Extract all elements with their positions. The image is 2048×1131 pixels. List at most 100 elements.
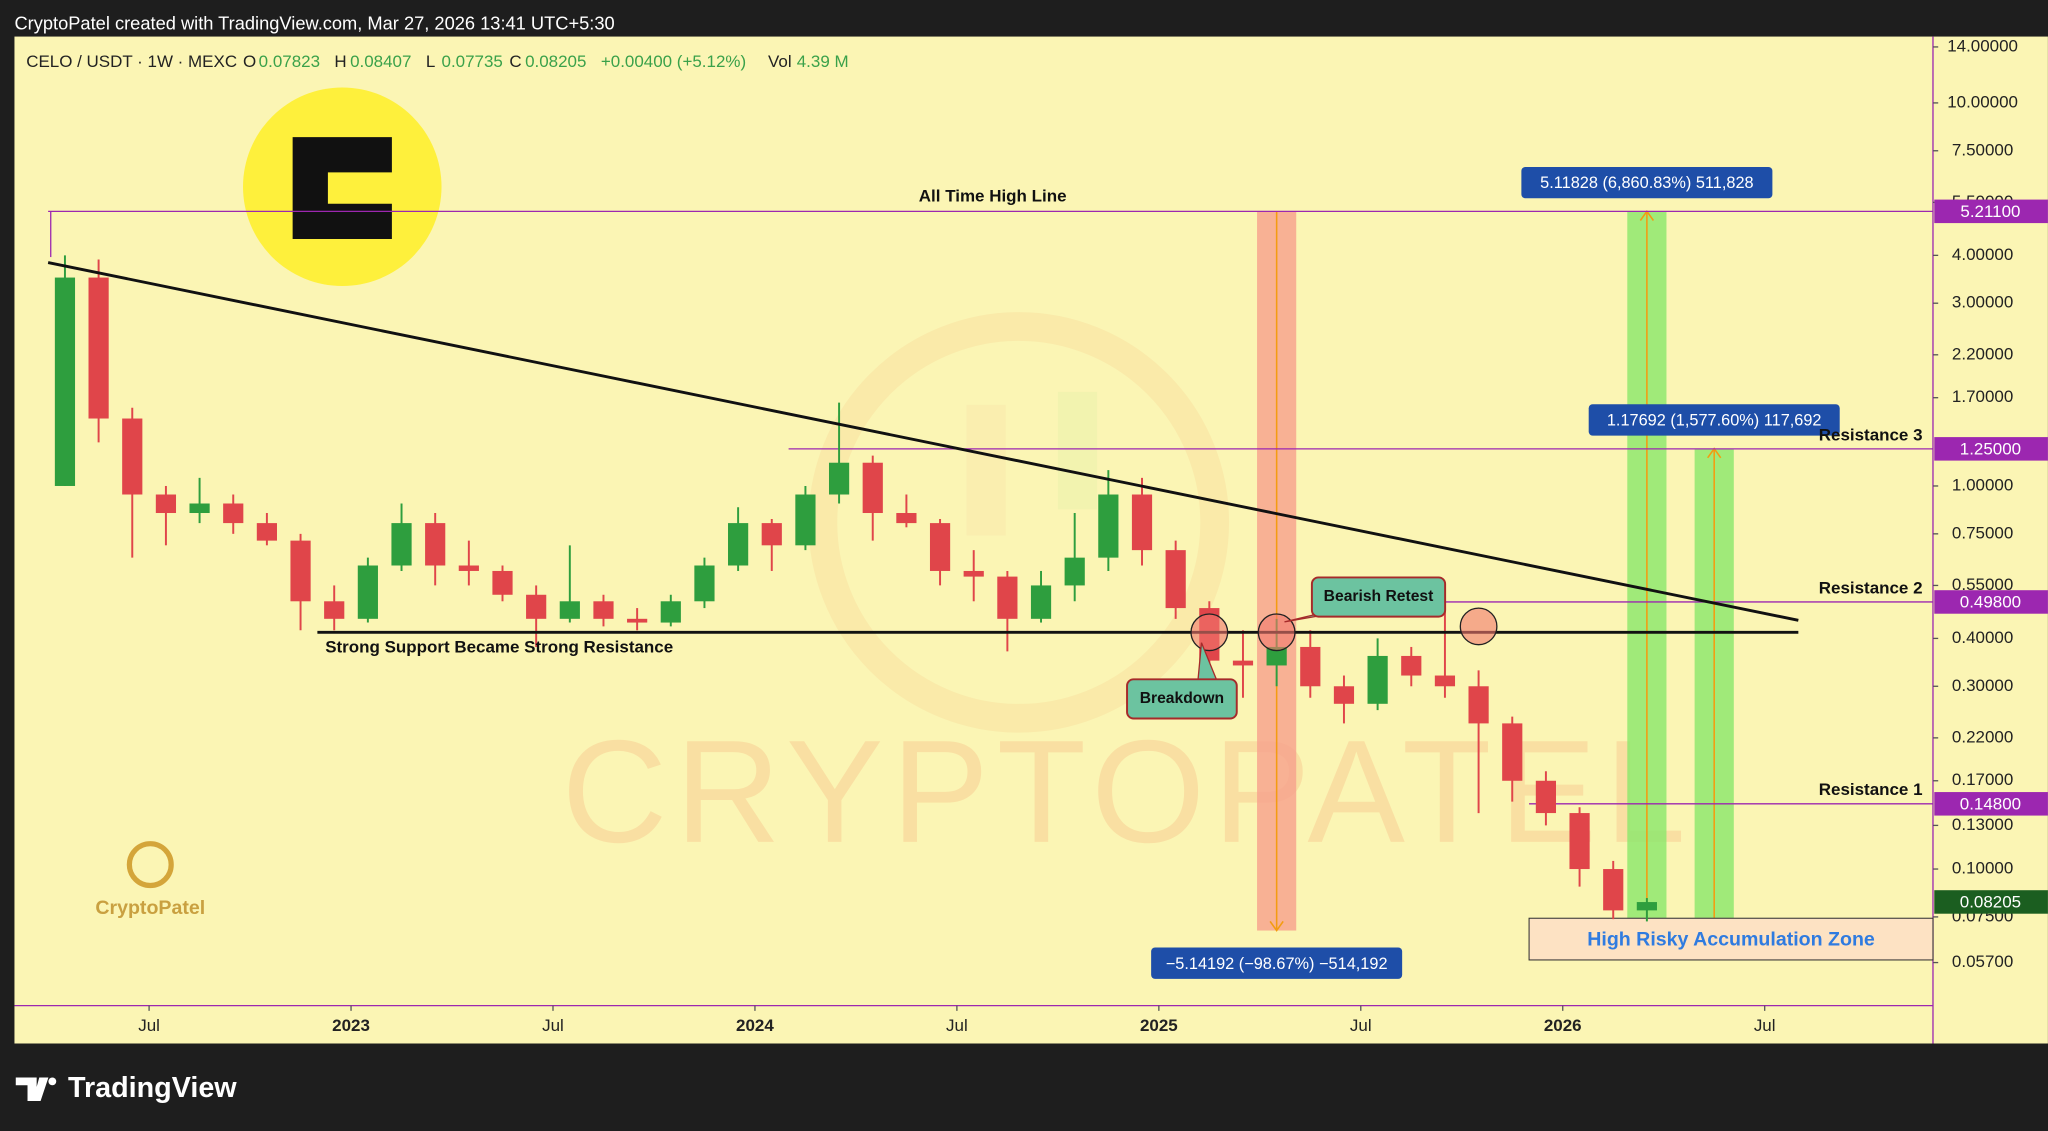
level-price: 5.21100 <box>1960 202 2020 221</box>
level-price-box <box>1934 590 2048 614</box>
candle-body <box>1569 813 1590 870</box>
cryptopatel-logo: CryptoPatel <box>95 841 205 919</box>
last-price: 0.08205 <box>1960 893 2021 912</box>
candle-body <box>761 523 782 546</box>
y-tick-label: 0.05700 <box>1952 952 2013 971</box>
level-price-box <box>1934 792 2048 816</box>
tradingview-logo: TradingView <box>15 1072 237 1104</box>
y-tick-label: 0.30000 <box>1952 676 2013 695</box>
candle-body <box>1098 494 1119 558</box>
candle-body <box>155 494 177 514</box>
y-tick-label: 7.50000 <box>1952 140 2013 159</box>
callout-text: Bearish Retest <box>1324 588 1434 605</box>
candle-body <box>526 594 547 619</box>
symbol: CELO / USDT · 1W · MEXC <box>26 52 237 71</box>
candle-body <box>862 462 883 514</box>
candle-body <box>1333 686 1355 704</box>
change: +0.00400 (+5.12%) <box>601 52 746 71</box>
logo-ring <box>126 841 174 889</box>
brand-icon-dot <box>48 1077 57 1086</box>
candle-body <box>828 462 850 495</box>
y-tick-label: 10.00000 <box>1947 92 2018 111</box>
ohlc-value: 0.08407 <box>350 52 411 71</box>
x-tick-label: 2026 <box>1544 1016 1582 1035</box>
credit: CryptoPatel created with TradingView.com… <box>14 13 614 34</box>
ohlc-value: 0.07823 <box>259 52 320 71</box>
marker <box>1459 607 1498 646</box>
measure-label-box <box>1588 404 1840 436</box>
level-name: All Time High Line <box>919 186 1067 205</box>
ohlc-value: 0.08205 <box>525 52 586 71</box>
candle-body <box>357 565 378 619</box>
measure-label: −5.14192 (−98.67%) −514,192 <box>1166 955 1388 973</box>
marker <box>1190 613 1229 652</box>
callout-text: Breakdown <box>1140 690 1224 707</box>
measure-label-box <box>1151 947 1403 979</box>
watermark-text: CRYPTOPATEL <box>562 710 1694 873</box>
candle-body <box>122 418 143 495</box>
y-tick-label: 0.13000 <box>1952 815 2013 834</box>
candle-body <box>1165 550 1186 609</box>
candle-body <box>458 565 479 571</box>
ohlc-key: L <box>426 52 435 71</box>
brand: TradingView <box>68 1072 237 1104</box>
volume: 4.39 M <box>797 52 849 71</box>
level-price: 0.49800 <box>1960 593 2021 612</box>
candle-body <box>896 513 917 524</box>
y-tick-label: 0.17000 <box>1952 770 2013 789</box>
watermark <box>808 312 1230 733</box>
trendline-text: Strong Support Became Strong Resistance <box>325 637 673 656</box>
y-tick-label: 0.10000 <box>1952 859 2013 878</box>
candle-body <box>929 523 951 571</box>
y-tick-label: 1.70000 <box>1952 387 2013 406</box>
candle-body <box>795 494 816 546</box>
y-tick-label: 3.00000 <box>1952 293 2013 312</box>
measure-label: 1.17692 (1,577.60%) 117,692 <box>1607 412 1822 430</box>
logo-text: CryptoPatel <box>95 897 205 919</box>
x-tick-label: Jul <box>1350 1016 1372 1035</box>
ohlc-key: H <box>334 52 346 71</box>
ohlc-key: C <box>509 52 521 71</box>
measure-label-box <box>1521 166 1773 199</box>
volume-key: Vol <box>768 52 792 71</box>
level-price-box <box>1934 437 2048 461</box>
y-tick-label: 0.75000 <box>1952 523 2013 542</box>
x-tick-label: Jul <box>1754 1016 1776 1035</box>
marker <box>1257 613 1296 652</box>
candle-body <box>88 277 109 419</box>
level-name: Resistance 1 <box>1819 780 1923 799</box>
y-tick-label: 0.40000 <box>1952 628 2013 647</box>
candle-body <box>391 523 412 566</box>
measure-label: 5.11828 (6,860.83%) 511,828 <box>1540 174 1753 192</box>
x-tick-label: Jul <box>946 1016 968 1035</box>
c-logo-mark <box>292 137 392 239</box>
c-logo <box>243 87 442 287</box>
level-name: Resistance 3 <box>1819 425 1923 444</box>
level-name: Resistance 2 <box>1819 578 1923 597</box>
candle-body <box>189 503 210 514</box>
candle-body <box>1367 655 1388 704</box>
watermark-bar <box>1057 391 1098 510</box>
level-price: 0.14800 <box>1960 795 2021 814</box>
candle-body <box>1502 723 1523 781</box>
candle-body <box>997 576 1018 619</box>
y-tick-label: 4.00000 <box>1952 245 2013 264</box>
x-tick-label: 2023 <box>332 1016 370 1035</box>
level-price: 1.25000 <box>1960 440 2021 459</box>
candle-body <box>728 523 749 566</box>
candle-body <box>1300 646 1321 687</box>
callout-box <box>1310 576 1447 618</box>
y-tick-label: 0.22000 <box>1952 727 2013 746</box>
watermark-ring <box>808 312 1230 733</box>
level-price-box <box>1934 199 2048 224</box>
ohlc-key: O <box>243 52 256 71</box>
candle-body <box>1401 655 1422 676</box>
callout-box <box>1126 678 1238 720</box>
last-price-box <box>1934 890 2048 914</box>
candle-body <box>1535 780 1557 814</box>
candle-body <box>256 523 277 541</box>
candle-body <box>425 523 446 566</box>
y-tick-label: 1.00000 <box>1952 475 2013 494</box>
